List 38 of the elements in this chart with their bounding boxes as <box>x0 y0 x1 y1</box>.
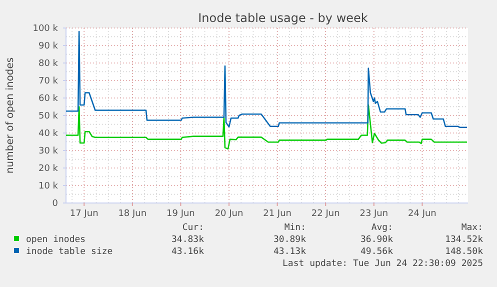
y-axis-title: number of open inodes <box>5 57 16 174</box>
x-tick-label: 18 Jun <box>118 209 147 219</box>
text: 36.90k <box>360 235 394 245</box>
text: Cur: <box>182 223 204 233</box>
text: 134.52k <box>445 235 484 245</box>
y-tick-label: 20 k <box>38 164 59 174</box>
x-tick-label: 22 Jun <box>311 209 340 219</box>
y-tick-label: 30 k <box>38 146 59 157</box>
y-tick-label: 70 k <box>38 76 59 87</box>
text: Last update: Tue Jun 24 22:30:09 2025 <box>282 259 483 269</box>
y-tick-label: 80 k <box>38 59 59 70</box>
text: 30.89k <box>273 235 307 245</box>
x-tick-label: 20 Jun <box>214 209 244 219</box>
text: Max: <box>461 223 483 233</box>
x-tick-label: 24 Jun <box>408 209 436 219</box>
text: 148.50k <box>445 247 484 257</box>
legend-label: inode table size <box>26 247 113 257</box>
text: Avg: <box>371 223 393 233</box>
line-series <box>65 30 468 128</box>
y-tick-label: 50 k <box>38 112 59 122</box>
y-tick-label: 40 k <box>38 129 59 140</box>
text: 49.56k <box>360 247 394 257</box>
x-tick-label: 21 Jun <box>263 209 292 219</box>
text: Min: <box>284 223 306 233</box>
chart-title: Inode table usage - by week <box>198 11 368 25</box>
text: 34.83k <box>171 235 205 245</box>
x-tick-label: 17 Jun <box>70 209 98 219</box>
y-tick-label: 0 <box>52 199 58 210</box>
y-tick-label: 90 k <box>38 42 59 52</box>
legend-label: open inodes <box>26 235 86 245</box>
y-tick-label: 10 k <box>38 182 59 192</box>
y-tick-label: 60 k <box>38 94 59 104</box>
x-tick-label: 19 Jun <box>166 209 195 219</box>
y-tick-label: 100 k <box>32 24 59 34</box>
text: 43.16k <box>171 247 205 257</box>
text: 43.13k <box>273 247 307 257</box>
x-tick-label: 23 Jun <box>360 209 388 219</box>
line-series <box>65 104 468 150</box>
